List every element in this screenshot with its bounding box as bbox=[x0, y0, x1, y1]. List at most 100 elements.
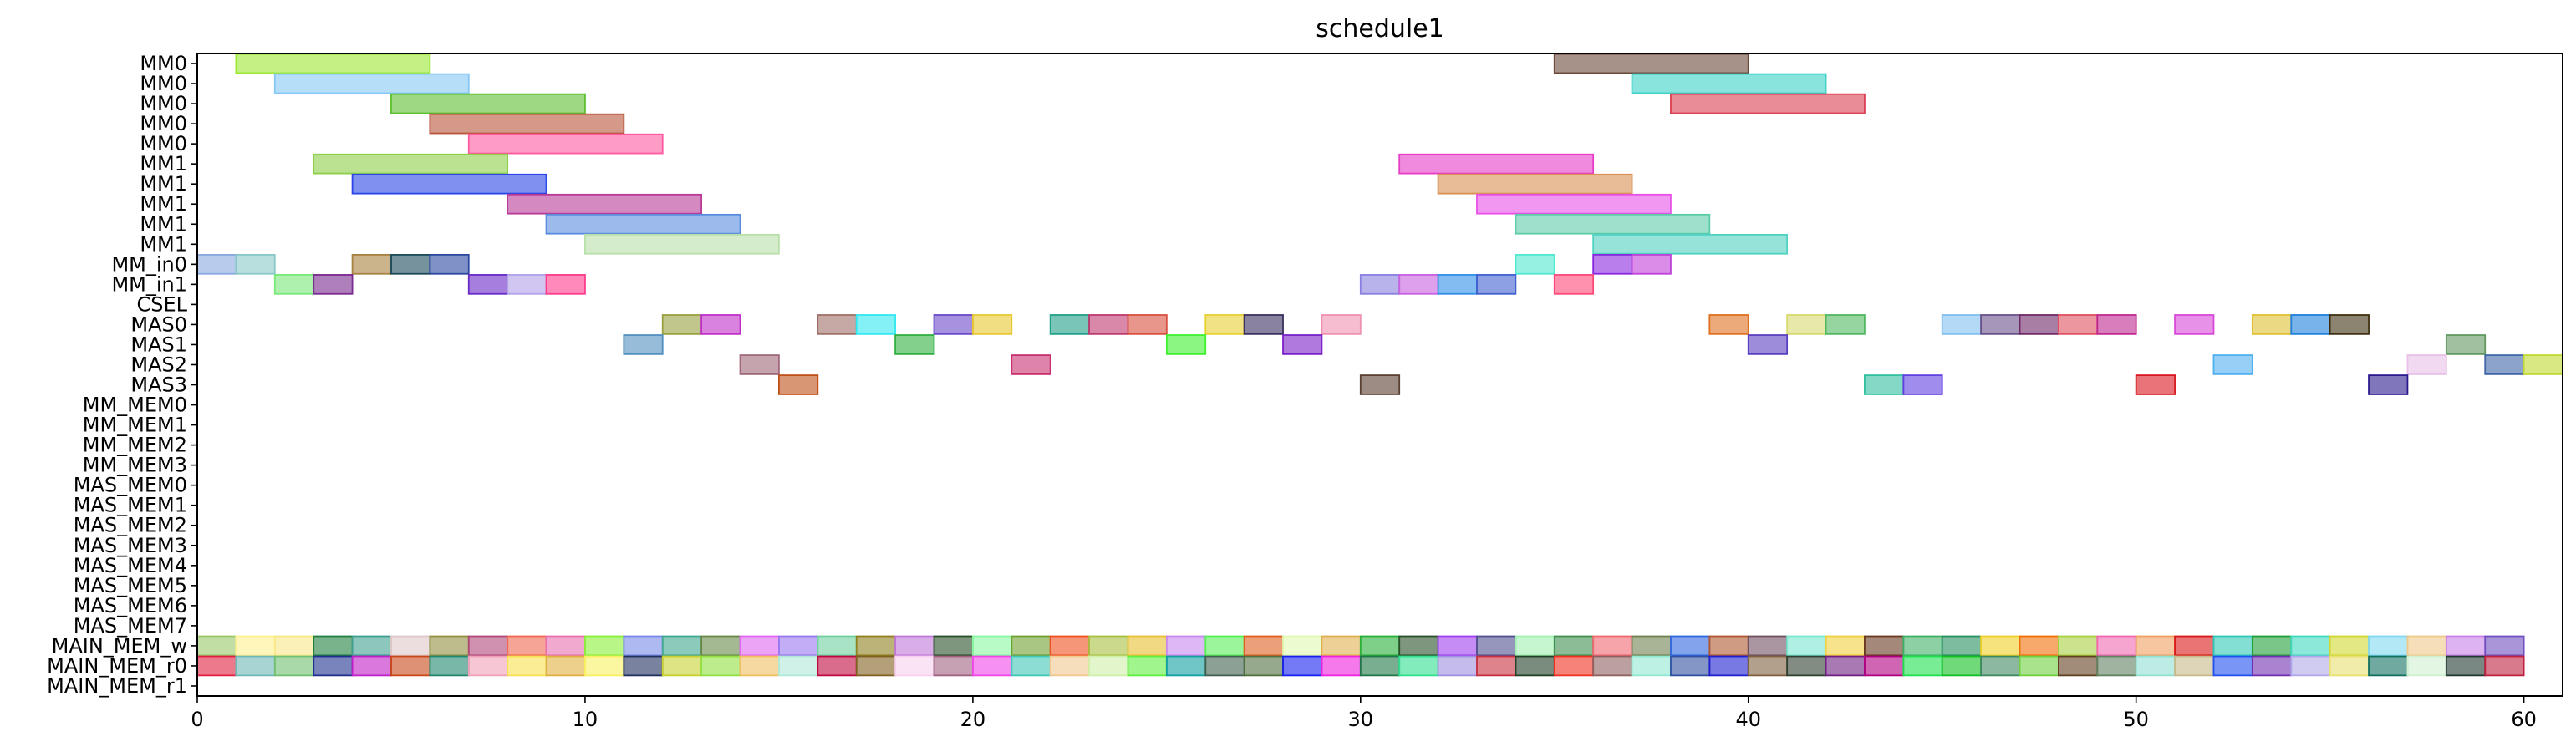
main-mem-w-bar bbox=[1708, 635, 1749, 657]
task-bar bbox=[2523, 354, 2563, 375]
task-bar bbox=[429, 113, 625, 135]
row-label: MM_MEM2 bbox=[83, 434, 187, 457]
main-mem-w-bar bbox=[273, 635, 315, 657]
main-mem-w-bar bbox=[2135, 635, 2176, 657]
main-mem-r0-bar bbox=[933, 655, 974, 677]
main-mem-r0-bar bbox=[507, 655, 547, 677]
main-mem-r0-bar bbox=[2019, 655, 2059, 677]
x-tick-label: 20 bbox=[960, 708, 986, 731]
task-bar bbox=[1476, 193, 1672, 215]
main-mem-w-bar bbox=[1321, 635, 1362, 657]
task-bar bbox=[273, 73, 470, 94]
task-bar bbox=[313, 153, 509, 175]
main-mem-r0-bar bbox=[2251, 655, 2293, 677]
row-label: CSEL bbox=[136, 292, 187, 316]
task-bar bbox=[1398, 274, 1439, 295]
main-mem-r0-bar bbox=[2057, 655, 2099, 677]
task-bar bbox=[1631, 254, 1672, 275]
task-bar bbox=[1786, 314, 1827, 335]
task-bar bbox=[1437, 274, 1478, 295]
task-bar bbox=[1941, 314, 1982, 335]
x-tick-label: 50 bbox=[2123, 708, 2149, 731]
main-mem-r0-bar bbox=[429, 655, 470, 677]
row-label: MM1 bbox=[140, 192, 187, 216]
main-mem-w-bar bbox=[1282, 635, 1323, 657]
main-mem-r0-bar bbox=[313, 655, 354, 677]
task-bar bbox=[1437, 173, 1633, 195]
main-mem-r0-bar bbox=[778, 655, 819, 677]
task-bar bbox=[2368, 374, 2409, 395]
task-bar bbox=[894, 334, 935, 355]
main-mem-w-bar bbox=[700, 635, 741, 657]
main-mem-w-bar bbox=[2484, 635, 2525, 657]
row-label: MAS_MEM0 bbox=[74, 474, 187, 497]
row-label: MAS_MEM1 bbox=[74, 494, 187, 517]
row-label: MAS_MEM7 bbox=[74, 614, 187, 638]
main-mem-w-bar bbox=[778, 635, 819, 657]
main-mem-w-bar bbox=[1553, 635, 1595, 657]
task-bar bbox=[739, 354, 780, 375]
main-mem-r0-bar bbox=[2406, 655, 2447, 677]
main-mem-r0-bar bbox=[2174, 655, 2215, 677]
x-tick-label: 10 bbox=[573, 708, 598, 731]
task-bar bbox=[507, 274, 547, 295]
main-mem-w-bar bbox=[1359, 635, 1401, 657]
main-mem-w-bar bbox=[817, 635, 858, 657]
main-mem-r0-bar bbox=[584, 655, 625, 677]
main-mem-w-bar bbox=[661, 635, 703, 657]
row-label: MM_MEM3 bbox=[83, 454, 187, 477]
task-bar bbox=[1088, 314, 1129, 335]
main-mem-w-bar bbox=[623, 635, 664, 657]
main-mem-w-bar bbox=[429, 635, 470, 657]
task-bar bbox=[429, 254, 470, 275]
row-label: MM_MEM1 bbox=[83, 414, 187, 437]
task-bar bbox=[1321, 314, 1362, 335]
row-label: MAIN_MEM_r1 bbox=[47, 674, 187, 698]
row-label: MM0 bbox=[140, 52, 187, 75]
main-mem-r0-bar bbox=[855, 655, 896, 677]
main-mem-w-bar bbox=[2368, 635, 2409, 657]
main-mem-r0-bar bbox=[1902, 655, 1943, 677]
task-bar bbox=[1282, 334, 1323, 355]
task-bar bbox=[1359, 374, 1401, 395]
task-bar bbox=[584, 233, 780, 255]
task-bar bbox=[1243, 314, 1284, 335]
main-mem-r0-bar bbox=[1127, 655, 1168, 677]
task-bar bbox=[971, 314, 1013, 335]
main-mem-w-bar bbox=[467, 635, 509, 657]
main-mem-w-bar bbox=[1864, 635, 1905, 657]
main-mem-w-bar bbox=[855, 635, 896, 657]
main-mem-w-bar bbox=[507, 635, 547, 657]
main-mem-w-bar bbox=[1049, 635, 1090, 657]
main-mem-r0-bar bbox=[623, 655, 664, 677]
main-mem-w-bar bbox=[1670, 635, 1711, 657]
main-mem-w-bar bbox=[1398, 635, 1439, 657]
main-mem-w-bar bbox=[739, 635, 780, 657]
task-bar bbox=[2057, 314, 2099, 335]
main-mem-w-bar bbox=[2290, 635, 2331, 657]
x-tick-label: 60 bbox=[2511, 708, 2537, 731]
task-bar bbox=[351, 254, 392, 275]
main-mem-w-bar bbox=[2251, 635, 2293, 657]
row-label: MAS_MEM6 bbox=[74, 594, 187, 617]
main-mem-r0-bar bbox=[1282, 655, 1323, 677]
main-mem-r0-bar bbox=[2096, 655, 2137, 677]
main-mem-r0-bar bbox=[196, 655, 237, 677]
x-axis-ticks: 0 10 20 30 40 50 60 bbox=[191, 696, 2537, 731]
task-bar bbox=[1631, 73, 1827, 94]
task-bar bbox=[1515, 254, 1555, 275]
chart-title: schedule1 bbox=[1316, 14, 1444, 43]
row-label: MM_in1 bbox=[111, 272, 187, 296]
main-mem-w-bar bbox=[1165, 635, 1207, 657]
task-bar bbox=[778, 374, 819, 395]
task-bar bbox=[661, 314, 703, 335]
main-mem-r0-bar bbox=[1592, 655, 1633, 677]
task-bar bbox=[196, 254, 237, 275]
task-bar bbox=[2174, 314, 2215, 335]
task-bar bbox=[1204, 314, 1245, 335]
main-mem-w-bar bbox=[313, 635, 354, 657]
task-bar bbox=[390, 93, 586, 114]
row-label: MM1 bbox=[140, 172, 187, 196]
main-mem-w-bar bbox=[1631, 635, 1672, 657]
task-bar bbox=[700, 314, 741, 335]
